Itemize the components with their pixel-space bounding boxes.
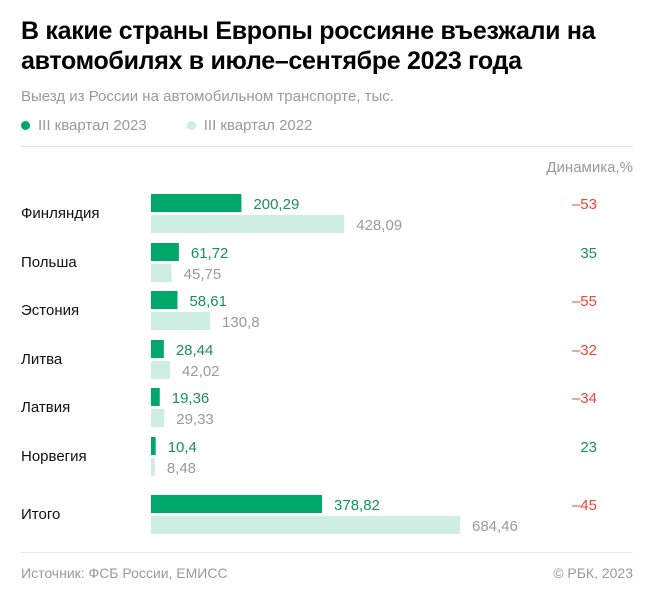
value-label-2023: 378,82 [334, 497, 380, 514]
value-label-2022: 42,02 [182, 363, 220, 380]
legend-dot-2022-icon [186, 121, 196, 130]
category-label: Финляндия [21, 205, 99, 222]
bar-2022 [151, 215, 345, 233]
dynamics-header: Динамика,% [546, 159, 633, 176]
bar-2022 [151, 458, 155, 476]
bar-2023 [151, 291, 178, 309]
value-label-2023: 61,72 [191, 245, 229, 262]
value-label-2023: 28,44 [176, 342, 214, 359]
value-label-2023: 200,29 [253, 196, 299, 213]
category-label: Литва [21, 351, 63, 368]
category-label: Латвия [21, 399, 70, 416]
value-label-2022: 29,33 [176, 411, 214, 428]
dynamics-value: 23 [580, 439, 597, 456]
chart-title: В какие страны Европы россияне въезжали … [21, 17, 596, 75]
value-label-2022: 45,75 [184, 266, 222, 283]
value-label-2022: 684,46 [472, 518, 518, 535]
bar-2022 [151, 361, 170, 379]
bar-2023 [151, 194, 242, 212]
dynamics-value: –34 [572, 390, 597, 407]
bar-2023 [151, 437, 156, 455]
bar-2023 [151, 243, 179, 261]
value-label-2022: 8,48 [167, 460, 196, 477]
value-label-2022: 428,09 [356, 217, 402, 234]
top-divider [21, 146, 633, 147]
value-label-2022: 130,8 [222, 314, 260, 331]
value-label-2023: 58,61 [189, 293, 227, 310]
legend-dot-2023-icon [21, 121, 30, 130]
bar-2022 [151, 312, 211, 330]
category-label: Норвегия [21, 448, 87, 465]
bar-2023 [151, 340, 164, 358]
copyright: © РБК, 2023 [553, 565, 633, 581]
legend: III квартал 2023 III квартал 2022 [21, 117, 312, 134]
bottom-divider [21, 552, 633, 553]
chart-subtitle: Выезд из России на автомобильном транспо… [21, 88, 394, 105]
legend-item-2022: III квартал 2022 [186, 117, 313, 134]
bar-2023 [151, 495, 323, 513]
legend-label-2022: III квартал 2022 [203, 117, 313, 134]
legend-item-2023: III квартал 2023 [21, 117, 147, 134]
category-label: Польша [21, 254, 77, 271]
bar-2022 [151, 516, 460, 534]
source-note: Источник: ФСБ России, ЕМИСС [21, 565, 228, 581]
value-label-2023: 10,4 [168, 439, 197, 456]
bar-2023 [151, 388, 160, 406]
dynamics-value: 35 [580, 245, 597, 262]
dynamics-value: –45 [572, 497, 597, 514]
category-label: Эстония [21, 302, 79, 319]
value-label-2023: 19,36 [172, 390, 210, 407]
bar-2022 [151, 409, 165, 427]
dynamics-value: –55 [572, 293, 597, 310]
dynamics-value: –53 [572, 196, 597, 213]
dynamics-value: –32 [572, 342, 597, 359]
legend-label-2023: III квартал 2023 [38, 117, 147, 134]
category-label: Итого [21, 506, 60, 523]
bar-2022 [151, 264, 172, 282]
